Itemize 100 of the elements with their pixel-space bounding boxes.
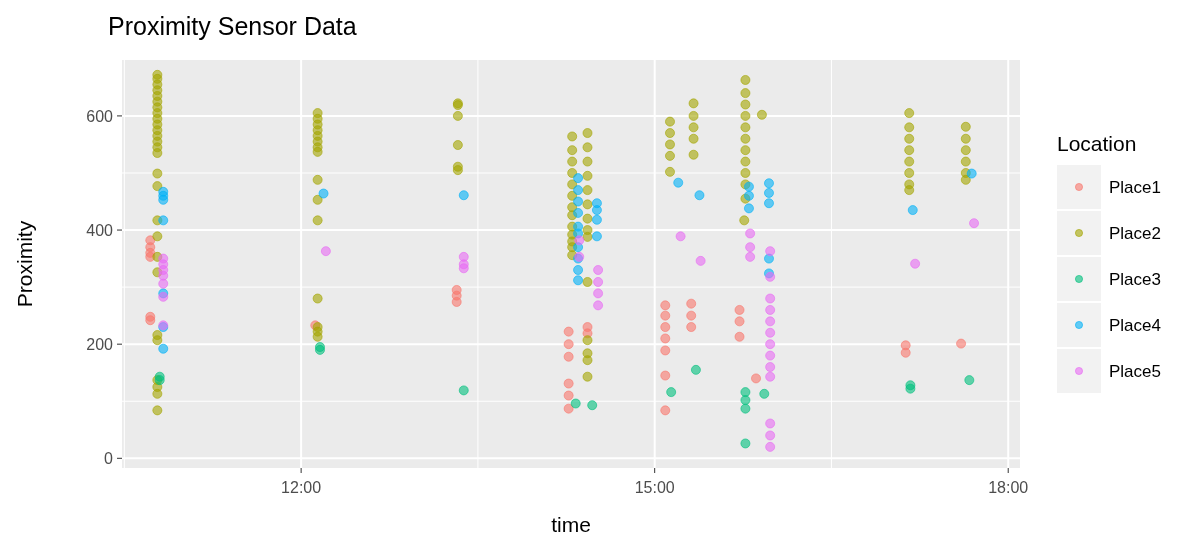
point — [563, 326, 574, 337]
y-tick-label: 200 — [86, 335, 114, 353]
point — [956, 338, 967, 349]
legend-label: Place5 — [1109, 361, 1161, 381]
point — [765, 350, 776, 361]
point — [686, 310, 697, 321]
x-tick-label: 12:00 — [281, 479, 322, 496]
point — [765, 327, 776, 338]
point — [745, 242, 756, 253]
point — [907, 205, 918, 216]
point — [966, 168, 977, 179]
point — [591, 231, 602, 242]
point — [765, 316, 776, 327]
point — [591, 205, 602, 216]
point — [734, 316, 745, 327]
point — [765, 430, 776, 441]
point — [591, 214, 602, 225]
point — [660, 322, 671, 333]
point — [765, 293, 776, 304]
point — [765, 304, 776, 315]
x-axis-title: time — [551, 513, 591, 536]
point — [666, 387, 677, 398]
point — [593, 300, 604, 311]
point — [695, 255, 706, 266]
point — [573, 173, 584, 184]
point — [458, 385, 469, 396]
point — [660, 370, 671, 381]
point — [765, 441, 776, 452]
point — [964, 375, 975, 386]
point — [563, 390, 574, 401]
point — [145, 315, 156, 326]
point — [563, 339, 574, 350]
point — [763, 187, 774, 198]
point — [573, 207, 584, 218]
point — [765, 246, 776, 257]
point — [660, 310, 671, 321]
point — [686, 322, 697, 333]
point — [740, 438, 751, 449]
point — [759, 388, 770, 399]
point — [900, 347, 911, 358]
point — [593, 288, 604, 299]
point — [563, 403, 574, 414]
point — [660, 300, 671, 311]
point — [765, 371, 776, 382]
point — [743, 203, 754, 214]
point — [690, 364, 701, 375]
point — [900, 340, 911, 351]
point — [573, 185, 584, 196]
point — [765, 339, 776, 350]
y-tick-label: 400 — [86, 221, 114, 239]
point — [673, 177, 684, 188]
point — [158, 270, 169, 281]
point — [734, 331, 745, 342]
x-tick-label: 18:00 — [988, 479, 1029, 496]
legend-label: Place2 — [1109, 223, 1161, 243]
point — [587, 400, 598, 411]
point — [910, 258, 921, 269]
point — [570, 398, 581, 409]
point — [593, 276, 604, 287]
point — [765, 418, 776, 429]
point — [969, 218, 980, 229]
point — [318, 188, 329, 199]
point — [158, 194, 169, 205]
point — [763, 198, 774, 209]
point — [574, 235, 585, 246]
point — [458, 263, 469, 274]
y-axis-title: Proximity — [13, 220, 36, 308]
legend-label: Place1 — [1109, 177, 1161, 197]
point — [686, 298, 697, 309]
point — [765, 361, 776, 372]
point — [763, 178, 774, 189]
point — [158, 343, 169, 354]
chart-title: Proximity Sensor Data — [108, 12, 357, 40]
x-tick-label: 15:00 — [634, 479, 675, 496]
point — [675, 231, 686, 242]
point — [593, 264, 604, 275]
point — [751, 373, 762, 384]
legend-label: Place3 — [1109, 269, 1161, 289]
legend-label: Place4 — [1109, 315, 1161, 335]
point — [320, 246, 331, 257]
point — [563, 378, 574, 389]
point — [745, 251, 756, 262]
y-tick-label: 0 — [104, 449, 114, 467]
point — [740, 395, 751, 406]
legend-title: Location — [1057, 132, 1137, 155]
point — [573, 275, 584, 286]
point — [660, 345, 671, 356]
point — [740, 403, 751, 414]
y-tick-label: 600 — [86, 107, 114, 125]
point — [660, 405, 671, 416]
point — [660, 333, 671, 344]
point — [158, 278, 169, 289]
point — [745, 228, 756, 239]
point — [451, 296, 462, 307]
point — [458, 190, 469, 201]
point — [694, 190, 705, 201]
point — [740, 387, 751, 398]
point — [573, 264, 584, 275]
point — [573, 196, 584, 207]
point — [563, 351, 574, 362]
